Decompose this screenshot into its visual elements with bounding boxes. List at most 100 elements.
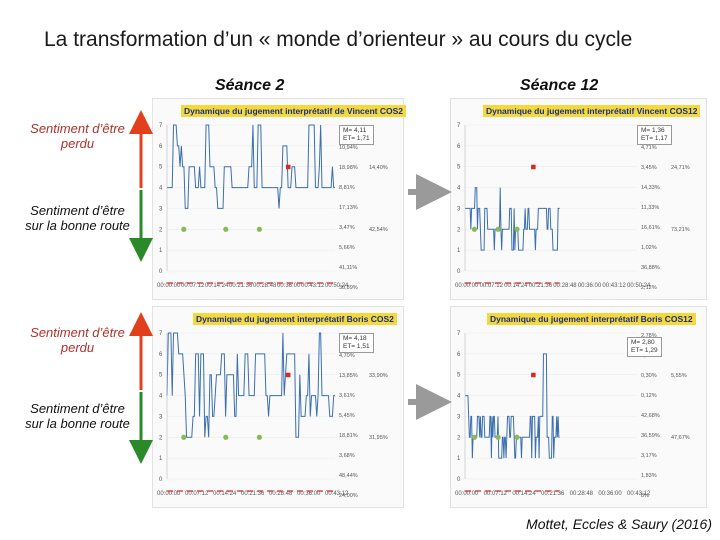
x-tick-label: 00:14:24: [512, 491, 536, 497]
x-tick-label: 00:36:00: [598, 491, 622, 497]
series-line: [465, 187, 560, 251]
y-tick-label: 7: [457, 123, 461, 129]
y-tick-label: 2: [159, 435, 163, 441]
y-tick-label: 7: [159, 331, 163, 337]
percent-label: 16,61%: [641, 225, 660, 231]
percent-label: 13,85%: [339, 373, 358, 379]
green-marker: [495, 434, 501, 440]
x-tick-label: 00:07:12: [181, 283, 205, 289]
y-tick-label: 0: [159, 477, 163, 483]
legend-sd: ET= 1,17: [641, 135, 668, 142]
percent-label: 8,81%: [339, 185, 355, 191]
y-tick-label: 3: [159, 414, 163, 420]
x-tick-label: 00:36:00: [578, 283, 602, 289]
percent-label: 17,13%: [339, 205, 358, 211]
percent-label: 10,94%: [339, 145, 358, 151]
y-tick-label: 1: [457, 456, 461, 462]
green-marker: [256, 434, 262, 440]
y-tick-label: 0: [159, 269, 163, 275]
red-marker: [531, 372, 536, 378]
x-tick-label: 00:21:36: [529, 283, 553, 289]
x-tick-label: 00:43:12: [602, 283, 626, 289]
x-tick-label: 00:36:00: [297, 491, 321, 497]
percent-label: 3,45%: [641, 165, 657, 171]
y-tick-label: 4: [159, 186, 163, 192]
red-marker: [285, 372, 291, 378]
percent-label: 0,12%: [641, 393, 657, 399]
y-tick-label: 7: [457, 331, 461, 337]
y-tick-label: 7: [159, 123, 163, 129]
x-tick-label: 00:28:48: [553, 283, 577, 289]
x-tick-label: 00:50:24: [627, 283, 651, 289]
x-tick-label: 00:43:12: [301, 283, 325, 289]
y-tick-label: 1: [159, 248, 163, 254]
chart-title: Dynamique du jugement interprétatif Vinc…: [483, 105, 701, 117]
y-tick-label: 2: [159, 227, 163, 233]
red-marker: [285, 164, 291, 170]
chart-legend: M= 4,18 ET= 1,51: [339, 333, 374, 353]
percent-label: 38,89%: [339, 285, 358, 291]
y-tick-label: 1: [457, 248, 461, 254]
x-tick-label: 00:28:48: [253, 283, 277, 289]
label-lost-bottom: Sentiment d’être perdu: [30, 325, 125, 355]
chart-vincent-cos12: 7 6 5 4 3 2 1 0 00:00:00 00:07:12 00:14:24 00:21:36…: [450, 98, 707, 300]
green-marker: [514, 226, 520, 232]
green-marker: [223, 226, 229, 232]
legend-mean: M= 1,36: [641, 127, 665, 134]
percent-label: 31,95%: [369, 435, 388, 441]
chart-boris-cos2: 7 6 5 4 3 2 1 0 00:00:00 00:07:12 00:14:24 00:21:36…: [152, 306, 404, 508]
y-tick-label: 3: [159, 206, 163, 212]
x-tick-label: 00:14:24: [213, 491, 237, 497]
x-tick-label: 00:36:00: [277, 283, 301, 289]
y-tick-label: 0: [457, 269, 461, 275]
chart-boris-cos12: 7 6 5 4 3 2 1 0 00:00:00 00:07:12 00:14:24 00:21:36…: [450, 306, 707, 508]
x-tick-label: 00:28:48: [570, 491, 594, 497]
percent-label: 2,12%: [641, 285, 657, 291]
percent-label: 48,44%: [339, 473, 358, 479]
percent-label: 73,21%: [671, 227, 690, 233]
green-marker: [471, 434, 478, 440]
percent-label: 5,55%: [671, 373, 687, 379]
x-tick-label: 00:07:12: [480, 283, 504, 289]
percent-label: 3,47%: [339, 225, 355, 231]
y-tick-label: 5: [457, 373, 461, 379]
slide-title: La transformation d’un « monde d’oriente…: [44, 28, 633, 51]
chart-title: Dynamique du jugement interprétatif Bori…: [487, 313, 696, 325]
x-tick-label: 00:21:36: [229, 283, 253, 289]
percent-label: 1,83%: [641, 473, 657, 479]
percent-label: 4,70%: [339, 353, 355, 359]
percent-label: 5,66%: [339, 245, 355, 251]
x-tick-label: 00:43:12: [325, 491, 349, 497]
green-marker: [256, 226, 262, 232]
percent-label: 42,68%: [641, 413, 660, 419]
chart-plot: 7 6 5 4 3 2 1 0 00:00:00 00:07:12 00:14:24 00:21:36…: [157, 331, 388, 499]
chart-plot: 7 6 5 4 3 2 1 0 00:00:00 00:07:12 00:14:24 00:21:36…: [455, 331, 690, 499]
green-marker: [181, 226, 187, 232]
session-2-heading: Séance 2: [215, 77, 285, 94]
series-line: [167, 124, 335, 209]
y-tick-label: 2: [457, 227, 461, 233]
series-line: [465, 353, 560, 459]
percent-label: 18,98%: [339, 165, 358, 171]
y-tick-label: 4: [159, 394, 163, 400]
percent-label: 4,71%: [641, 145, 657, 151]
y-tick-label: 2: [457, 435, 461, 441]
percent-label: 33,90%: [369, 373, 388, 379]
red-marker: [531, 164, 536, 170]
session-12-heading: Séance 12: [520, 77, 599, 94]
label-good-top: Sentiment d’être sur la bonne route: [25, 203, 130, 233]
y-tick-label: 6: [159, 144, 163, 150]
percent-label: 8%: [641, 493, 649, 499]
citation: Mottet, Eccles & Saury (2016): [526, 516, 712, 532]
percent-label: 24,71%: [671, 165, 690, 171]
x-tick-label: 00:14:24: [504, 283, 528, 289]
y-tick-label: 6: [457, 352, 461, 358]
chart-legend: M= 4,11 ET= 1,71: [339, 125, 374, 145]
x-tick-label: 00:21:36: [241, 491, 265, 497]
y-tick-label: 4: [457, 186, 461, 192]
x-tick-label: 00:00:00: [455, 283, 479, 289]
percent-label: 24,00%: [339, 493, 358, 499]
chart-vincent-cos2: 7 6 5 4 3 2 1 0 00:00:00 00:07:12 00:14:24 00:21:36…: [152, 98, 406, 300]
green-marker: [471, 226, 478, 232]
